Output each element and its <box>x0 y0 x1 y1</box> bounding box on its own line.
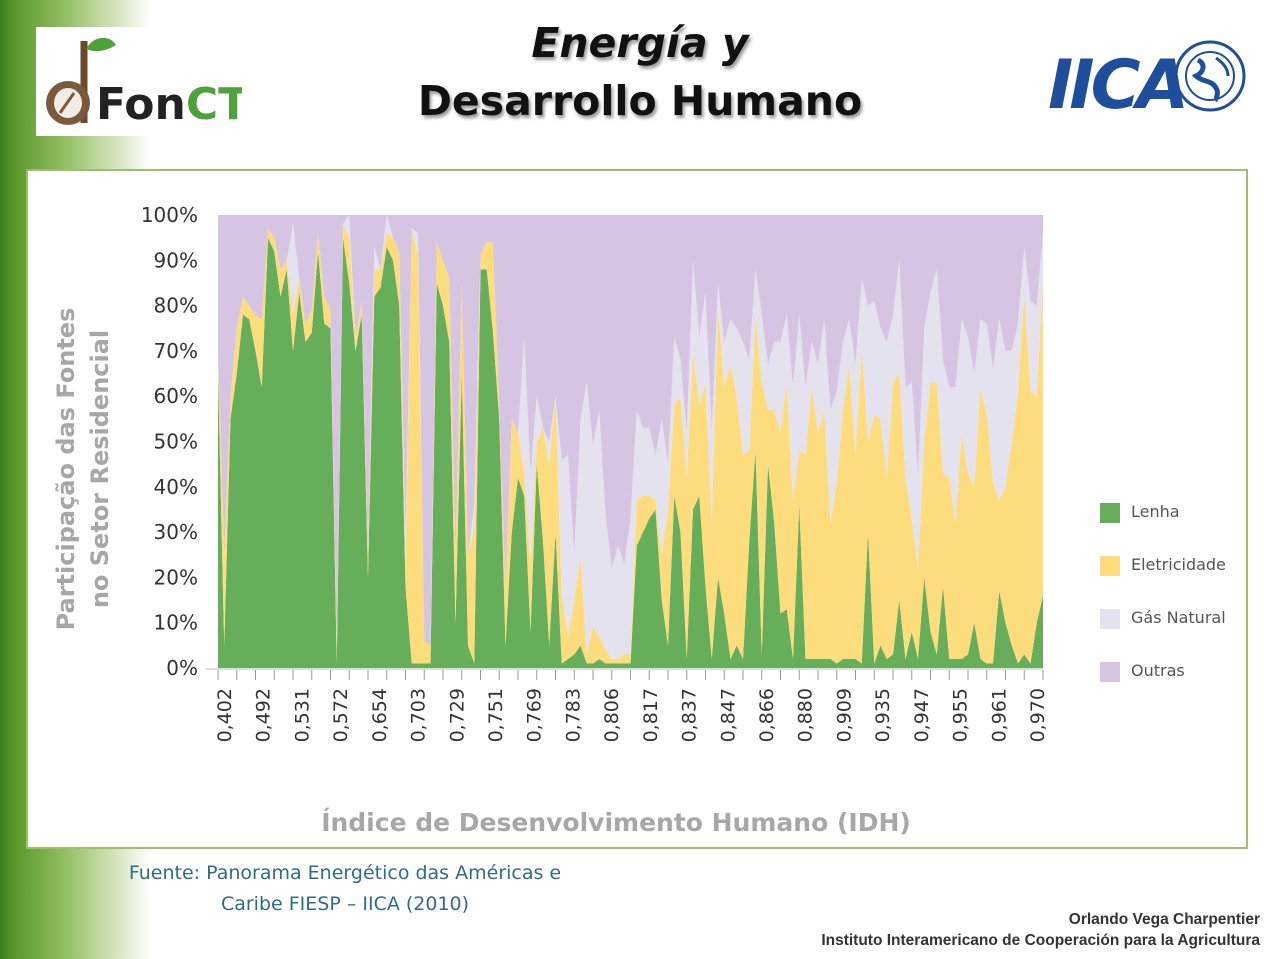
y-axis-label-line-2: no Setor Residencial <box>86 330 114 608</box>
author-credit: Orlando Vega Charpentier Instituto Inter… <box>821 909 1260 951</box>
y-axis-label-line-1: Participação das Fontes <box>52 308 80 631</box>
x-tick-label: 0,837 <box>679 688 701 742</box>
x-tick-label: 0,880 <box>795 688 817 742</box>
fonct-logo: FonCT <box>36 27 248 136</box>
x-tick-label: 0,492 <box>253 688 275 742</box>
x-tick-label: 0,402 <box>214 688 236 742</box>
x-tick-label: 0,783 <box>562 688 584 742</box>
source-citation: Fuente: Panorama Energético das Américas… <box>60 858 630 920</box>
iica-logo-text: IICA <box>1048 46 1185 116</box>
legend-label-lenha: Lenha <box>1131 502 1180 521</box>
x-tick-label: 0,769 <box>524 688 546 742</box>
x-tick-label: 0,947 <box>911 688 933 742</box>
x-tick-label: 0,817 <box>640 688 662 742</box>
x-tick-label: 0,909 <box>833 688 855 742</box>
source-line-1: Fuente: Panorama Energético das Américas… <box>128 862 562 884</box>
y-tick-label: 70% <box>154 339 198 363</box>
globe-icon <box>1174 40 1246 112</box>
logo-text-ct: CT <box>186 79 242 130</box>
y-tick-label: 40% <box>154 475 198 499</box>
x-axis-label: Índice de Desenvolvimento Humano (IDH) <box>321 808 911 837</box>
svg-text:FonCT: FonCT <box>96 79 242 130</box>
author-name: Orlando Vega Charpentier <box>1068 911 1260 928</box>
logo-text-fon: Fon <box>96 79 186 130</box>
legend-swatch-eletricidade <box>1100 556 1120 576</box>
source-line-2: Caribe FIESP – IICA (2010) <box>220 893 470 915</box>
x-tick-label: 0,961 <box>988 688 1010 742</box>
x-tick-label: 0,751 <box>485 688 507 742</box>
y-tick-label: 100% <box>141 203 198 227</box>
chart-frame: 0% 10% 20% 30% 40% 50% 60% 70% 80% 90% 100% 0,402 0,… <box>26 169 1248 849</box>
x-tick-label: 0,531 <box>291 688 313 742</box>
x-tick-label: 0,806 <box>601 688 623 742</box>
area-series-outras <box>218 215 1043 646</box>
iica-logo: IICA <box>1046 38 1246 125</box>
title-line-1: Energía y <box>531 19 749 67</box>
slide-title: Energía y Desarrollo Humano <box>330 14 950 130</box>
legend-swatch-gas-natural <box>1100 609 1120 629</box>
y-tick-label: 50% <box>154 430 198 454</box>
legend-swatch-lenha <box>1100 503 1120 523</box>
legend-swatch-outras <box>1100 662 1120 682</box>
legend-label-gas-natural: Gás Natural <box>1131 608 1226 627</box>
y-tick-label: 60% <box>154 384 198 408</box>
y-tick-label: 0% <box>166 656 198 680</box>
x-tick-label: 0,866 <box>756 688 778 742</box>
x-tick-label: 0,572 <box>330 688 352 742</box>
y-tick-label: 30% <box>154 520 198 544</box>
legend-item-eletricidade: Eletricidade <box>1100 553 1240 579</box>
legend-item-gas-natural: Gás Natural <box>1100 606 1240 632</box>
area-series-g-s-natural <box>218 215 1043 659</box>
legend-label-eletricidade: Eletricidade <box>1131 555 1226 574</box>
y-tick-label: 10% <box>154 611 198 635</box>
x-tick-label: 0,654 <box>369 688 391 742</box>
legend-label-outras: Outras <box>1131 661 1185 680</box>
x-tick-label: 0,729 <box>446 688 468 742</box>
y-tick-label: 80% <box>154 294 198 318</box>
area-series-eletricidade <box>218 224 1043 664</box>
legend-item-lenha: Lenha <box>1100 500 1240 526</box>
author-organization: Instituto Interamericano de Cooperación … <box>821 932 1260 949</box>
stacked-area-chart: 0% 10% 20% 30% 40% 50% 60% 70% 80% 90% 100% 0,402 0,… <box>52 203 1049 837</box>
y-tick-label: 90% <box>154 248 198 272</box>
x-tick-label: 0,847 <box>717 688 739 742</box>
x-tick-label: 0,703 <box>408 688 430 742</box>
area-series-lenha <box>218 237 1043 668</box>
x-tick-label: 0,970 <box>1027 688 1049 742</box>
title-line-2: Desarrollo Humano <box>417 77 863 125</box>
legend-item-outras: Outras <box>1100 659 1240 685</box>
x-tick-label: 0,955 <box>950 688 972 742</box>
y-tick-label: 20% <box>154 565 198 589</box>
x-tick-label: 0,935 <box>872 688 894 742</box>
